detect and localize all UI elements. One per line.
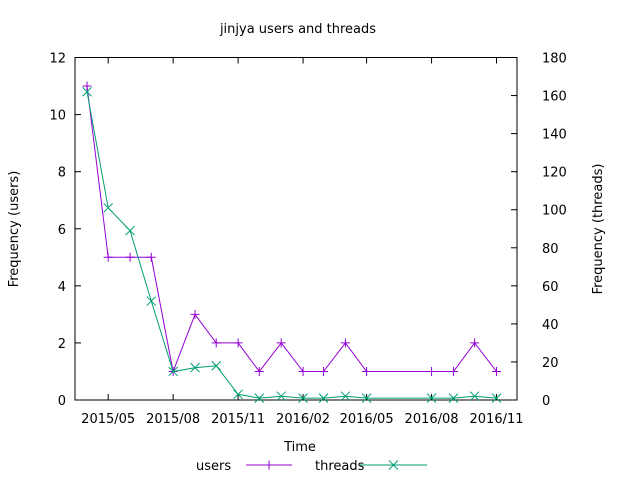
y2-tick-label: 180 bbox=[542, 52, 567, 67]
users-point bbox=[276, 338, 286, 348]
users-point bbox=[492, 366, 502, 376]
y2-tick-label: 60 bbox=[542, 280, 559, 295]
y-tick-label: 10 bbox=[49, 109, 66, 124]
users-point bbox=[298, 366, 308, 376]
users-point bbox=[340, 338, 350, 348]
users-point bbox=[211, 338, 221, 348]
y2-tick-label: 160 bbox=[542, 90, 567, 105]
threads-line bbox=[86, 91, 497, 399]
threads-point bbox=[146, 296, 157, 306]
legend-marker-threads bbox=[388, 460, 399, 470]
users-point bbox=[319, 366, 329, 376]
threads-point bbox=[233, 389, 243, 400]
x-tick-label: 2015/05 bbox=[81, 412, 135, 427]
threads-point bbox=[276, 391, 287, 402]
users-point bbox=[190, 309, 200, 319]
threads-point bbox=[168, 366, 178, 377]
y-tick-label: 8 bbox=[58, 166, 66, 181]
legend: users threads bbox=[196, 459, 427, 474]
users-point bbox=[233, 338, 243, 348]
threads-point bbox=[125, 225, 135, 236]
y2-tick-label: 40 bbox=[542, 318, 559, 333]
users-point bbox=[125, 252, 135, 262]
threads-point bbox=[469, 391, 480, 402]
x-tick-label: 2016/02 bbox=[276, 412, 330, 427]
threads-point bbox=[340, 391, 351, 402]
users-point bbox=[448, 366, 458, 376]
x-tick-label: 2015/11 bbox=[211, 412, 265, 427]
threads-point bbox=[426, 393, 437, 403]
y-tick-label: 12 bbox=[49, 52, 66, 67]
y-tick-label: 6 bbox=[58, 223, 66, 238]
legend-label-users: users bbox=[196, 459, 231, 474]
users-point bbox=[82, 81, 92, 91]
plot-frame bbox=[74, 57, 518, 401]
x-tick-label: 2016/08 bbox=[405, 412, 459, 427]
users-point bbox=[362, 366, 372, 376]
users-point bbox=[146, 252, 156, 262]
legend-label-threads: threads bbox=[315, 459, 365, 474]
y2-axis-label: Frequency (threads) bbox=[591, 164, 606, 295]
x-axis-label: Time bbox=[283, 440, 316, 455]
y-tick-label: 0 bbox=[58, 394, 66, 409]
legend-marker-users bbox=[264, 460, 274, 470]
x-tick-label: 2015/08 bbox=[146, 412, 200, 427]
threads-point bbox=[254, 393, 265, 403]
y2-tick-label: 140 bbox=[542, 128, 567, 143]
y-tick-label: 4 bbox=[58, 280, 66, 295]
threads-point bbox=[82, 86, 92, 97]
users-point bbox=[427, 366, 437, 376]
threads-point bbox=[448, 393, 459, 403]
y2-tick-label: 120 bbox=[542, 166, 567, 181]
y2-tick-label: 80 bbox=[542, 242, 559, 257]
chart-title: jinjya users and threads bbox=[219, 22, 376, 37]
users-line bbox=[86, 85, 497, 374]
threads-point bbox=[318, 393, 329, 403]
y2-tick-label: 20 bbox=[542, 356, 559, 371]
threads-point bbox=[103, 202, 114, 213]
y-axis-label: Frequency (users) bbox=[7, 171, 22, 288]
y-tick-label: 2 bbox=[58, 337, 66, 352]
threads-point bbox=[491, 393, 502, 403]
threads-point bbox=[298, 393, 308, 403]
x-tick-label: 2016/05 bbox=[340, 412, 394, 427]
threads-point bbox=[211, 360, 222, 371]
series-threads bbox=[82, 86, 502, 403]
users-point bbox=[470, 338, 480, 348]
x-tick-label: 2016/11 bbox=[470, 412, 524, 427]
users-point bbox=[254, 366, 264, 376]
threads-point bbox=[190, 362, 200, 373]
y2-tick-label: 100 bbox=[542, 204, 567, 219]
threads-point bbox=[361, 393, 372, 403]
users-point bbox=[103, 252, 113, 262]
series-users bbox=[82, 81, 502, 376]
y2-tick-label: 0 bbox=[542, 394, 550, 409]
